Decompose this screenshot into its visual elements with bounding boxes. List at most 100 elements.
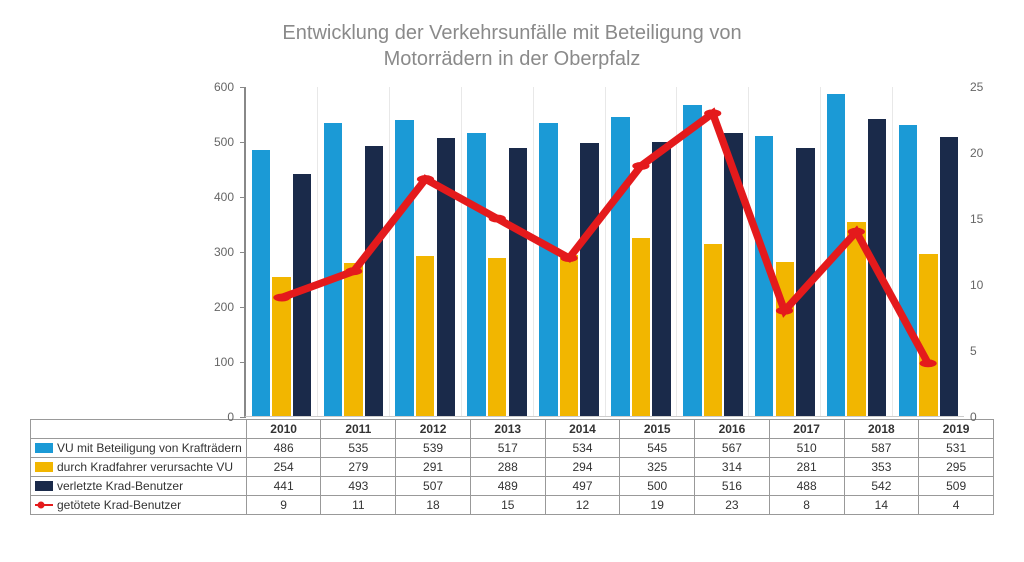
- bar-vu_beteiligung: [683, 105, 701, 416]
- axis-tick-mark: [240, 362, 246, 363]
- bar-verletzte: [868, 119, 886, 416]
- y-right-tick: 10: [970, 278, 983, 292]
- table-cell: 587: [844, 439, 919, 458]
- y-left-tick: 300: [214, 245, 234, 259]
- bar-verletzte: [509, 148, 527, 416]
- series-label-text: getötete Krad-Benutzer: [57, 498, 181, 512]
- bar-vu_beteiligung: [611, 117, 629, 416]
- series-label-text: VU mit Beteiligung von Krafträdern: [57, 441, 242, 455]
- year-header: 2012: [396, 420, 471, 439]
- axis-tick-mark: [240, 417, 246, 418]
- table-cell: 295: [919, 458, 994, 477]
- table-cell: 507: [396, 477, 471, 496]
- y-right-tick: 15: [970, 212, 983, 226]
- bar-verletzte: [365, 146, 383, 416]
- bar-verletzte: [580, 143, 598, 416]
- table-cell: 288: [470, 458, 545, 477]
- y-right-tick: 20: [970, 146, 983, 160]
- bar-verletzte: [652, 142, 670, 416]
- legend-swatch: [35, 462, 53, 472]
- bar-vu_beteiligung: [252, 150, 270, 416]
- year-group: [390, 87, 462, 416]
- bar-verursachte: [416, 256, 434, 416]
- year-header: 2013: [470, 420, 545, 439]
- bar-verursachte: [272, 277, 290, 416]
- bar-verursachte: [560, 255, 578, 416]
- year-header: 2017: [769, 420, 844, 439]
- table-cell: 542: [844, 477, 919, 496]
- bar-verursachte: [776, 262, 794, 416]
- bar-verletzte: [293, 174, 311, 416]
- table-cell: 353: [844, 458, 919, 477]
- bar-verursachte: [344, 263, 362, 416]
- table-cell: 4: [919, 496, 994, 515]
- axis-tick-mark: [240, 87, 246, 88]
- bar-verletzte: [940, 137, 958, 416]
- bar-verletzte: [437, 138, 455, 416]
- title-line-2: Motorrädern in der Oberpfalz: [384, 48, 641, 70]
- table-cell: 294: [545, 458, 620, 477]
- y-axis-left: 0100200300400500600: [200, 87, 240, 417]
- bar-verursachte: [847, 222, 865, 416]
- year-group: [534, 87, 606, 416]
- year-group: [318, 87, 390, 416]
- year-group: [606, 87, 678, 416]
- table-cell: 19: [620, 496, 695, 515]
- series-label-cell: durch Kradfahrer verursachte VU: [31, 458, 247, 477]
- table-cell: 567: [695, 439, 770, 458]
- table-row: getötete Krad-Benutzer91118151219238144: [31, 496, 994, 515]
- y-right-tick: 5: [970, 344, 977, 358]
- table-cell: 12: [545, 496, 620, 515]
- series-label-cell: verletzte Krad-Benutzer: [31, 477, 247, 496]
- year-header: 2014: [545, 420, 620, 439]
- table-cell: 545: [620, 439, 695, 458]
- y-left-tick: 200: [214, 300, 234, 314]
- table-cell: 291: [396, 458, 471, 477]
- bars-layer: [246, 87, 964, 416]
- y-left-tick: 400: [214, 190, 234, 204]
- year-header: 2019: [919, 420, 994, 439]
- table-cell: 497: [545, 477, 620, 496]
- bar-vu_beteiligung: [755, 136, 773, 416]
- series-label-cell: getötete Krad-Benutzer: [31, 496, 247, 515]
- table-cell: 18: [396, 496, 471, 515]
- table-cell: 254: [246, 458, 321, 477]
- bar-verletzte: [796, 148, 814, 416]
- table-cell: 535: [321, 439, 396, 458]
- table-row: durch Kradfahrer verursachte VU254279291…: [31, 458, 994, 477]
- bar-vu_beteiligung: [467, 133, 485, 416]
- year-group: [246, 87, 318, 416]
- chart-container: Entwicklung der Verkehrsunfälle mit Bete…: [0, 0, 1024, 562]
- series-label-cell: VU mit Beteiligung von Krafträdern: [31, 439, 247, 458]
- table-cell: 11: [321, 496, 396, 515]
- plot-wrap: 0100200300400500600 0510152025: [30, 87, 994, 417]
- table-cell: 516: [695, 477, 770, 496]
- table-cell: 534: [545, 439, 620, 458]
- bar-verletzte: [724, 133, 742, 416]
- bar-vu_beteiligung: [395, 120, 413, 416]
- axis-tick-mark: [240, 252, 246, 253]
- legend-swatch: [35, 481, 53, 491]
- table-cell: 539: [396, 439, 471, 458]
- table-cell: 15: [470, 496, 545, 515]
- bar-vu_beteiligung: [324, 123, 342, 416]
- year-header: 2016: [695, 420, 770, 439]
- legend-swatch: [35, 443, 53, 453]
- legend-dot-icon: [38, 502, 45, 509]
- year-header: 2011: [321, 420, 396, 439]
- year-header: 2015: [620, 420, 695, 439]
- y-left-tick: 600: [214, 80, 234, 94]
- table-cell: 489: [470, 477, 545, 496]
- bar-vu_beteiligung: [827, 94, 845, 416]
- title-line-1: Entwicklung der Verkehrsunfälle mit Bete…: [282, 22, 741, 44]
- series-label-text: verletzte Krad-Benutzer: [57, 479, 183, 493]
- table-cell: 9: [246, 496, 321, 515]
- year-group: [677, 87, 749, 416]
- table-header-row: 2010201120122013201420152016201720182019: [31, 420, 994, 439]
- table-cell: 509: [919, 477, 994, 496]
- table-cell: 517: [470, 439, 545, 458]
- bar-vu_beteiligung: [539, 123, 557, 416]
- table-cell: 500: [620, 477, 695, 496]
- axis-tick-mark: [240, 307, 246, 308]
- table-corner: [31, 420, 247, 439]
